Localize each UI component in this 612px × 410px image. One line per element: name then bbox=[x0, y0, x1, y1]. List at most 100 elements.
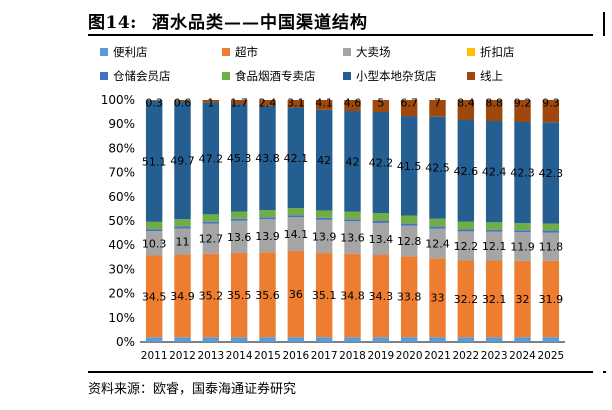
bar-segment bbox=[429, 116, 446, 219]
chart-bars bbox=[145, 100, 560, 342]
data-label: 1 bbox=[207, 96, 214, 109]
bar-segment bbox=[429, 228, 446, 259]
bar-segment bbox=[485, 231, 503, 261]
x-tick-label: 2018 bbox=[339, 350, 366, 362]
bar-segment bbox=[145, 229, 163, 232]
data-label: 0.6 bbox=[174, 96, 192, 109]
data-label: 51.1 bbox=[142, 155, 167, 168]
bar-segment bbox=[259, 219, 276, 253]
data-label: 34.9 bbox=[170, 290, 195, 303]
data-label: 2.4 bbox=[259, 96, 277, 109]
data-label: 32 bbox=[516, 293, 530, 306]
bar-segment bbox=[514, 122, 531, 224]
y-tick-label: 60% bbox=[108, 190, 135, 204]
bar-segment bbox=[259, 100, 276, 106]
data-label: 35.2 bbox=[199, 289, 224, 302]
data-label: 42.3 bbox=[510, 167, 535, 180]
data-label: 7 bbox=[434, 96, 441, 109]
legend-item: 便利店 bbox=[100, 44, 148, 60]
edge-mark-bottom bbox=[603, 371, 606, 373]
data-label: 34.5 bbox=[142, 290, 167, 303]
bar-segment bbox=[202, 102, 220, 215]
legend-label: 大卖场 bbox=[356, 45, 391, 59]
bar-segment bbox=[315, 109, 333, 211]
bar-segment bbox=[372, 111, 390, 214]
legend-item: 小型本地杂货店 bbox=[343, 68, 437, 84]
bar-segment bbox=[287, 251, 305, 338]
edge-mark-top bbox=[603, 12, 605, 36]
data-label: 13.6 bbox=[340, 232, 365, 245]
figure-label: 图14: bbox=[88, 13, 137, 33]
data-label: 4.6 bbox=[344, 96, 362, 109]
bar-segment bbox=[259, 252, 276, 338]
x-tick-label: 2015 bbox=[254, 350, 281, 362]
chart-legend: 便利店 超市 大卖场 折扣店 仓储会员店 食品烟酒专卖店 小型本地杂货店 线上 bbox=[100, 44, 600, 92]
bar-segment bbox=[485, 229, 503, 232]
data-label: 12.1 bbox=[482, 240, 507, 253]
x-tick-label: 2022 bbox=[452, 350, 479, 362]
bar-segment bbox=[202, 221, 220, 224]
x-tick-label: 2023 bbox=[481, 350, 508, 362]
x-tick-label: 2025 bbox=[537, 350, 564, 362]
bar-segment bbox=[287, 107, 305, 209]
data-label: 11 bbox=[176, 236, 190, 249]
bar-segment bbox=[542, 337, 560, 342]
bar-segment bbox=[514, 230, 531, 233]
x-tick-label: 2012 bbox=[169, 350, 196, 362]
data-label: 32.1 bbox=[482, 293, 507, 306]
bar-segment bbox=[457, 260, 475, 338]
bar-segment bbox=[514, 232, 531, 261]
x-tick-label: 2019 bbox=[367, 350, 394, 362]
bar-segment bbox=[287, 100, 305, 108]
data-label: 43.8 bbox=[255, 152, 280, 165]
data-label: 31.9 bbox=[539, 293, 564, 306]
bar-segment bbox=[145, 100, 163, 101]
data-label: 12.2 bbox=[454, 240, 479, 253]
bar-segment bbox=[457, 221, 475, 230]
data-label: 5 bbox=[377, 96, 384, 109]
bar-segment bbox=[485, 121, 503, 223]
bar-segment bbox=[202, 100, 220, 103]
bar-segment bbox=[202, 253, 220, 338]
data-label: 1.7 bbox=[230, 96, 248, 109]
data-label: 0.3 bbox=[145, 96, 163, 109]
data-label: 9.2 bbox=[514, 96, 532, 109]
data-label: 4.1 bbox=[315, 96, 333, 109]
bar-segment bbox=[372, 222, 390, 256]
bar-segment bbox=[202, 223, 220, 254]
chart-data-labels: 34.5 10.3 51.1 0.3 34.9 11 49.7 0.6 35.2 12.7 47.2… bbox=[142, 96, 563, 306]
data-label: 9.3 bbox=[542, 96, 560, 109]
legend-swatch bbox=[467, 48, 475, 56]
bar-segment bbox=[259, 210, 276, 218]
bar-segment bbox=[429, 218, 446, 227]
bar-segment bbox=[287, 217, 305, 252]
data-label: 49.7 bbox=[170, 154, 195, 167]
bar-segment bbox=[230, 218, 248, 221]
chart-axes: 0%10%20%30%40%50%60%70%80%90%100%2011 201… bbox=[101, 93, 565, 362]
bar-segment bbox=[372, 221, 390, 223]
bar-segment bbox=[174, 337, 191, 342]
bar-segment bbox=[344, 219, 361, 222]
bar-segment bbox=[174, 228, 191, 255]
data-label: 8.8 bbox=[485, 96, 503, 109]
data-label: 36 bbox=[289, 288, 303, 301]
bar-segment bbox=[230, 100, 248, 105]
bar-segment bbox=[145, 255, 163, 338]
bar-segment bbox=[344, 253, 361, 338]
bar-segment bbox=[287, 208, 305, 216]
data-label: 42.6 bbox=[454, 165, 479, 178]
figure-title: 酒水品类——中国渠道结构 bbox=[152, 13, 368, 33]
y-tick-label: 90% bbox=[108, 117, 135, 131]
bar-segment bbox=[542, 122, 560, 224]
bar-segment bbox=[400, 223, 418, 226]
legend-swatch bbox=[222, 72, 230, 80]
data-label: 45.3 bbox=[227, 152, 252, 165]
bar-segment bbox=[287, 337, 305, 342]
bar-segment bbox=[457, 120, 475, 222]
legend-label: 超市 bbox=[235, 45, 258, 59]
data-label: 41.5 bbox=[397, 160, 422, 173]
data-label: 12.8 bbox=[397, 235, 422, 248]
data-label: 11.8 bbox=[539, 241, 564, 254]
y-tick-label: 80% bbox=[108, 141, 135, 155]
